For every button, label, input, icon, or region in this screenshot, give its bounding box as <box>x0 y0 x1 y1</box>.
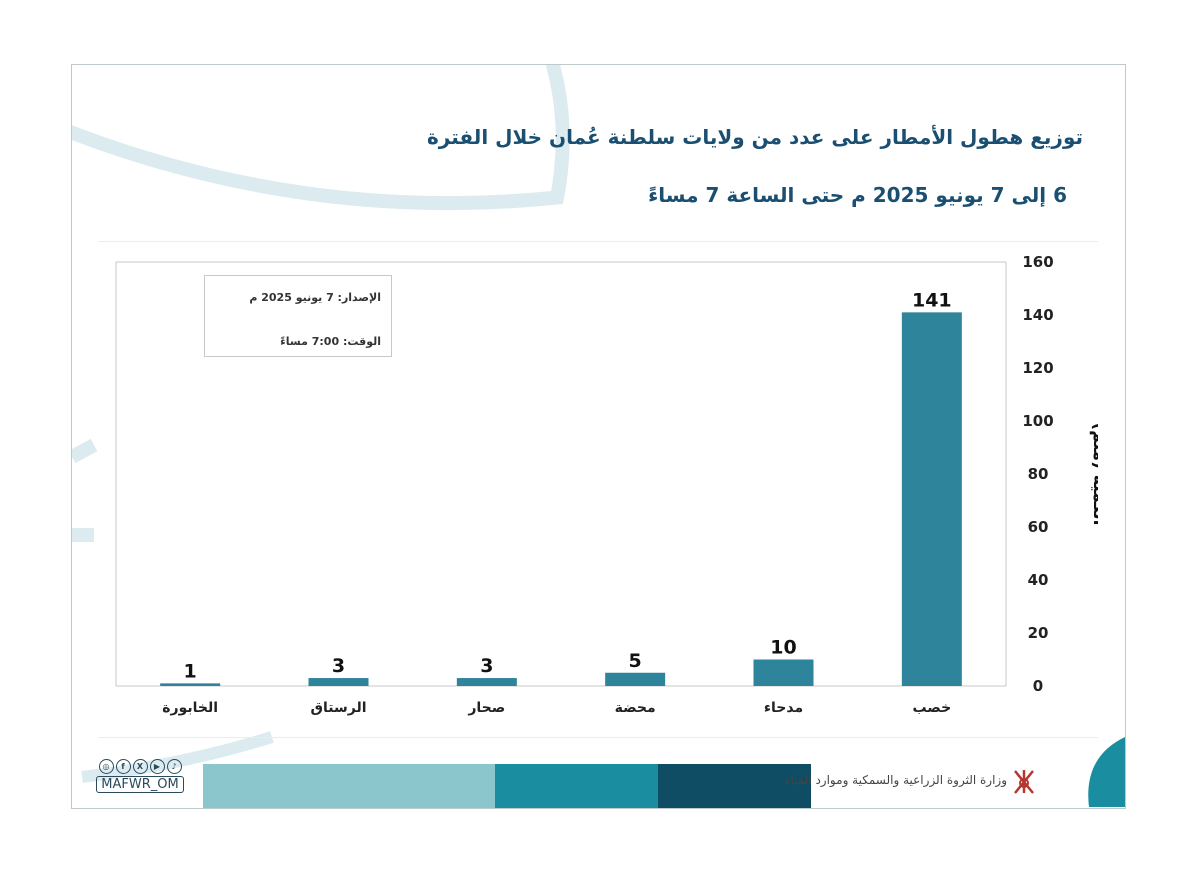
bar <box>456 678 517 686</box>
y-tick-label: 120 <box>1022 359 1053 377</box>
chart-area: 0 20 40 60 80 100 120 140 160 الكمية (ملم) 141 خصب 1… <box>98 241 1098 738</box>
facebook-icon[interactable]: f <box>115 759 131 774</box>
youtube-icon[interactable]: ▶ <box>149 759 165 774</box>
page-subtitle: 6 إلى 7 يونيو 2025 م حتى الساعة 7 مساءً <box>648 183 1067 207</box>
issue-time: الوقت: 7:00 مساءً <box>280 335 381 348</box>
footer-bar-light <box>203 764 499 808</box>
x-icon[interactable]: X <box>132 759 148 774</box>
corner-decoration <box>1088 737 1125 807</box>
y-tick-label: 160 <box>1022 253 1053 271</box>
bar <box>753 659 814 686</box>
footer-bar-mid <box>495 764 667 808</box>
issue-date: الإصدار: 7 يونيو 2025 م <box>249 291 381 304</box>
y-tick-label: 80 <box>1028 465 1049 483</box>
social-handle[interactable]: MAFWR_OM <box>96 776 184 793</box>
page-title: توزيع هطول الأمطار على عدد من ولايات سلط… <box>427 125 1083 149</box>
data-label: 10 <box>770 637 796 659</box>
data-label: 141 <box>912 289 952 311</box>
bar <box>308 678 369 686</box>
oman-emblem-icon <box>1014 770 1034 794</box>
social-block: ◎ f X ▶ ♪ MAFWR_OM <box>96 759 184 793</box>
y-tick-label: 20 <box>1028 624 1049 642</box>
y-tick-label: 140 <box>1022 306 1053 324</box>
bar <box>605 672 666 686</box>
issue-info-box: الإصدار: 7 يونيو 2025 م الوقت: 7:00 مساء… <box>204 275 392 357</box>
y-tick-label: 40 <box>1028 571 1049 589</box>
bar <box>901 312 962 686</box>
ministry-name: وزارة الثروة الزراعية والسمكية وموارد ال… <box>784 773 1007 787</box>
y-tick-label: 0 <box>1033 677 1043 695</box>
y-tick-label: 100 <box>1022 412 1053 430</box>
slide-frame: توزيع هطول الأمطار على عدد من ولايات سلط… <box>71 64 1126 809</box>
bar <box>160 683 221 686</box>
data-label: 3 <box>480 655 493 677</box>
y-tick-label: 60 <box>1028 518 1049 536</box>
x-tick-label: صحار <box>467 700 505 716</box>
x-tick-label: محضة <box>615 700 656 716</box>
footer-bar-dark <box>658 764 811 808</box>
bar-chart: 0 20 40 60 80 100 120 140 160 الكمية (ملم) 141 خصب 1… <box>115 253 1098 716</box>
x-tick-label: الخابورة <box>162 700 218 716</box>
footer-color-bars <box>203 764 811 808</box>
y-axis-label: الكمية (ملم) <box>1089 423 1098 526</box>
tiktok-icon[interactable]: ♪ <box>166 759 182 774</box>
instagram-icon[interactable]: ◎ <box>98 759 114 774</box>
x-tick-label: الرستاق <box>310 700 366 716</box>
plot-border <box>115 261 1007 687</box>
x-tick-label: خصب <box>912 700 951 716</box>
data-label: 5 <box>629 650 642 672</box>
data-label: 1 <box>184 660 197 682</box>
data-label: 3 <box>332 655 345 677</box>
x-tick-label: مدحاء <box>764 700 803 716</box>
